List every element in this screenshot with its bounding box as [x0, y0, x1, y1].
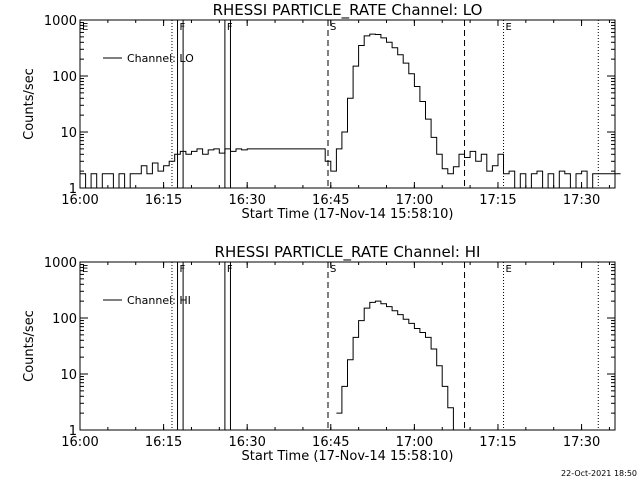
y-tick-label: 10 [60, 126, 77, 141]
event-marker-label: E [506, 22, 512, 33]
x-tick-label: 16:30 [228, 435, 265, 450]
x-axis-label: Start Time (17-Nov-14 15:58:10) [242, 449, 454, 464]
x-tick-label: 17:00 [396, 193, 433, 208]
series-line [80, 33, 621, 189]
x-axis-label: Start Time (17-Nov-14 15:58:10) [242, 207, 454, 222]
x-tick-label: 16:15 [145, 435, 182, 450]
y-tick-label: 1 [69, 424, 77, 439]
legend-label: Channel: LO [127, 52, 194, 65]
plot-frame [79, 261, 616, 431]
y-tick-label: 1 [69, 182, 77, 197]
event-marker-label: S [330, 264, 336, 275]
x-tick-label: 17:30 [563, 435, 600, 450]
x-tick-label: 16:00 [61, 435, 98, 450]
event-marker-label: E [506, 264, 512, 275]
x-tick-label: 16:00 [61, 193, 98, 208]
y-axis-label: Counts/sec [22, 310, 37, 382]
x-tick-label: 16:45 [312, 193, 349, 208]
chart-title: RHESSI PARTICLE_RATE Channel: LO [213, 1, 483, 20]
x-tick-label: 16:30 [228, 193, 265, 208]
event-marker-label: E [82, 22, 88, 33]
x-tick-label: 16:15 [145, 193, 182, 208]
footer-timestamp: 22-Oct-2021 18:50 [561, 469, 637, 478]
y-tick-label: 100 [52, 312, 77, 327]
chart-title: RHESSI PARTICLE_RATE Channel: HI [215, 243, 481, 262]
event-marker-label: S [330, 22, 336, 33]
y-tick-label: 10 [60, 368, 77, 383]
y-tick-label: 1000 [44, 256, 77, 271]
event-marker-label: F [227, 22, 233, 33]
event-marker-label: F [180, 264, 186, 275]
y-tick-label: 100 [52, 70, 77, 85]
series-line [336, 300, 459, 431]
y-tick-label: 1000 [44, 14, 77, 29]
y-axis-label: Counts/sec [22, 68, 37, 140]
chart-panel-lo: RHESSI PARTICLE_RATE Channel: LO 16:00 16:… [22, 1, 621, 222]
x-tick-label: 17:15 [479, 193, 516, 208]
x-tick-label: 17:00 [396, 435, 433, 450]
chart-panel-hi: RHESSI PARTICLE_RATE Channel: HI 16:00 16:… [22, 243, 616, 464]
event-marker-label: F [180, 22, 186, 33]
x-tick-label: 16:45 [312, 435, 349, 450]
x-tick-label: 17:30 [563, 193, 600, 208]
x-tick-label: 17:15 [479, 435, 516, 450]
event-marker-label: F [227, 264, 233, 275]
legend-label: Channel: HI [127, 294, 191, 307]
event-marker-label: E [82, 264, 88, 275]
